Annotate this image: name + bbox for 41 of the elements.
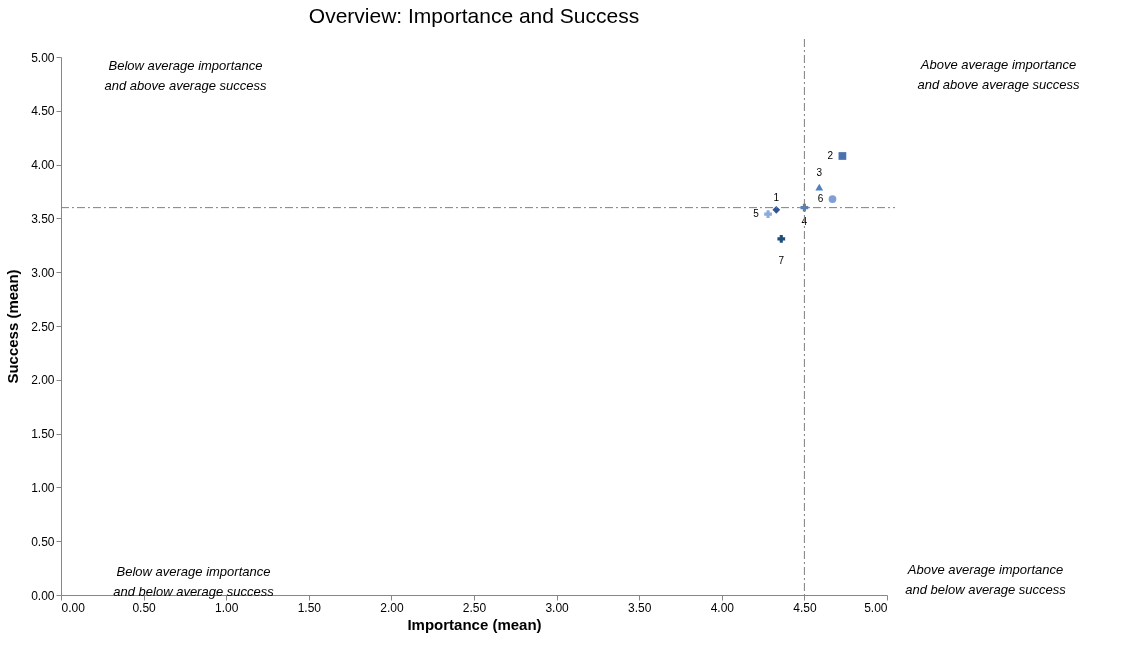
series-label: 7: [778, 254, 785, 266]
x-tick-label: 4.00: [710, 600, 735, 615]
annotation: Below average importance and below average success: [113, 563, 275, 599]
series-label: 4: [801, 215, 808, 227]
x-axis-title: Importance (mean): [407, 615, 542, 633]
text: Above average importance and below average success: [905, 562, 1067, 597]
x-tick-label: 0.50: [132, 600, 157, 615]
y-tick-label: 3.00: [31, 265, 55, 280]
x-tick-label: 3.00: [545, 600, 570, 615]
y-tick-label: 3.50: [31, 211, 55, 226]
point: [838, 152, 847, 160]
x-tick-label: 2.00: [380, 600, 404, 615]
y-tick-label: 2.50: [31, 319, 55, 334]
x-tick-label: 1.50: [297, 600, 322, 615]
y-tick-label: 5.00: [31, 50, 55, 65]
x-tick-label: 0.00: [61, 600, 86, 615]
point: [828, 195, 837, 203]
text: Above average importance and above average success: [917, 57, 1080, 92]
x-tick-label: 1.00: [215, 600, 239, 615]
y-tick-label: 2.00: [31, 373, 55, 388]
point: [777, 234, 786, 243]
point: [815, 183, 824, 191]
series-label: 5: [753, 208, 760, 220]
x-tick-label: 2.50: [462, 600, 487, 615]
series-label: 6: [817, 193, 824, 205]
x-tick-label: 3.50: [628, 600, 652, 615]
series-label: 1: [773, 191, 780, 203]
y-tick-label: 0.50: [31, 534, 55, 549]
y-tick-label: 4.50: [31, 104, 55, 119]
y-tick-label: 0.00: [31, 588, 55, 603]
y-tick-label: 1.00: [31, 480, 55, 495]
point: [764, 210, 772, 218]
chart-title: Overview: Importance and Success: [308, 3, 640, 27]
y-axis-title: Success (mean): [4, 269, 22, 384]
y-tick-label: 1.50: [31, 427, 55, 442]
annotation: Below average importance and above average success: [104, 57, 267, 93]
x-tick-label: 4.50: [793, 600, 817, 615]
series-label: 3: [816, 167, 823, 179]
y-tick-label: 4.00: [31, 158, 55, 173]
series-label: 2: [827, 149, 834, 161]
x-tick-label: 5.00: [864, 600, 888, 615]
